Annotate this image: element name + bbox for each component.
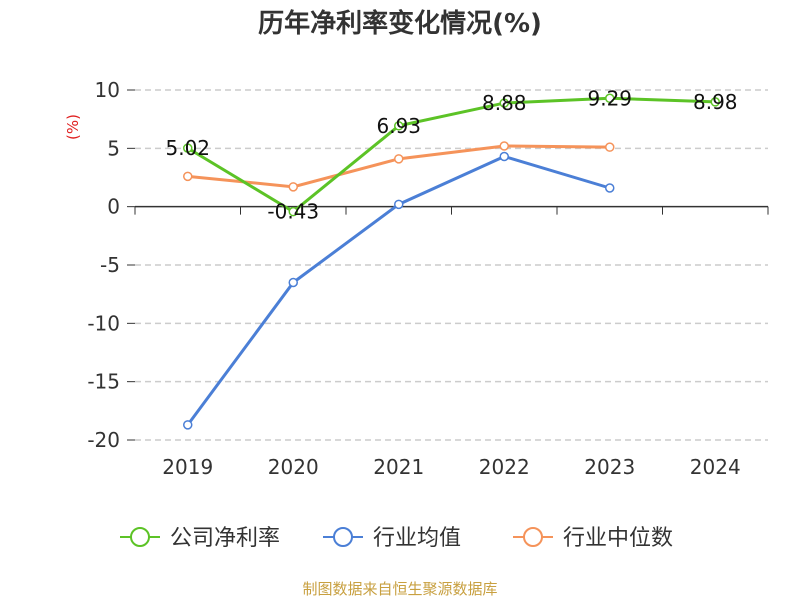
y-axis-ticks: 10 5 0 -5 -10 -15 -20	[87, 78, 135, 452]
series-line	[186, 96, 716, 214]
data-point	[183, 143, 193, 153]
x-axis	[134, 205, 769, 215]
data-point	[499, 151, 509, 162]
y-tick-label: -5	[100, 253, 120, 277]
y-axis-unit: (%)	[64, 114, 82, 140]
data-point	[605, 142, 615, 152]
legend-label: 行业均值	[373, 526, 461, 551]
series-lines	[183, 93, 720, 430]
data-point	[499, 141, 509, 151]
data-point	[394, 154, 404, 164]
series-line	[187, 144, 610, 189]
y-tick-label: 0	[107, 195, 120, 219]
x-tick-label: 2024	[690, 455, 741, 479]
legend-marker-icon	[130, 527, 150, 547]
y-tick-label: 10	[95, 78, 120, 102]
data-point	[394, 121, 404, 131]
legend-label: 公司净利率	[170, 526, 280, 551]
legend[interactable]: 公司净利率 行业均值 行业中位数	[120, 526, 673, 551]
data-point	[499, 98, 509, 108]
data-labels: 5.02 -0.43 6.93 8.88 9.29 8.98	[165, 86, 737, 223]
y-tick-label: -10	[87, 311, 120, 335]
data-label: 9.29	[587, 86, 632, 110]
legend-item[interactable]: 行业中位数	[513, 526, 673, 551]
grid-lines	[135, 89, 768, 441]
data-label: 8.98	[693, 90, 738, 114]
data-point	[605, 183, 615, 193]
data-point	[288, 182, 298, 192]
legend-label: 行业中位数	[563, 526, 673, 551]
y-tick-label: 5	[107, 136, 120, 160]
legend-item[interactable]: 公司净利率	[120, 526, 280, 551]
x-tick-label: 2021	[373, 455, 424, 479]
data-label: 6.93	[376, 114, 421, 138]
source-footer: 制图数据来自恒生聚源数据库	[302, 580, 497, 598]
legend-marker-icon	[333, 527, 353, 547]
data-point	[288, 206, 298, 217]
data-label: -0.43	[267, 200, 319, 224]
data-point	[710, 97, 720, 107]
series-line	[186, 154, 611, 426]
data-point	[288, 277, 298, 288]
x-tick-label: 2023	[584, 455, 635, 479]
data-label: 5.02	[165, 136, 210, 160]
data-point	[183, 171, 193, 182]
x-tick-label: 2022	[479, 455, 530, 479]
y-tick-label: -15	[87, 370, 120, 394]
data-point	[605, 93, 615, 104]
y-tick-label: -20	[87, 428, 120, 452]
x-tick-label: 2020	[268, 455, 319, 479]
x-tick-label: 2019	[162, 455, 213, 479]
legend-marker-icon	[523, 527, 543, 547]
legend-item[interactable]: 行业均值	[323, 526, 461, 551]
chart-title: 历年净利率变化情况(%)	[258, 8, 542, 39]
x-axis-ticks: 2019 2020 2021 2022 2023 2024	[162, 455, 740, 479]
data-label: 8.88	[482, 91, 527, 115]
data-point	[183, 420, 193, 430]
data-point	[394, 199, 404, 210]
